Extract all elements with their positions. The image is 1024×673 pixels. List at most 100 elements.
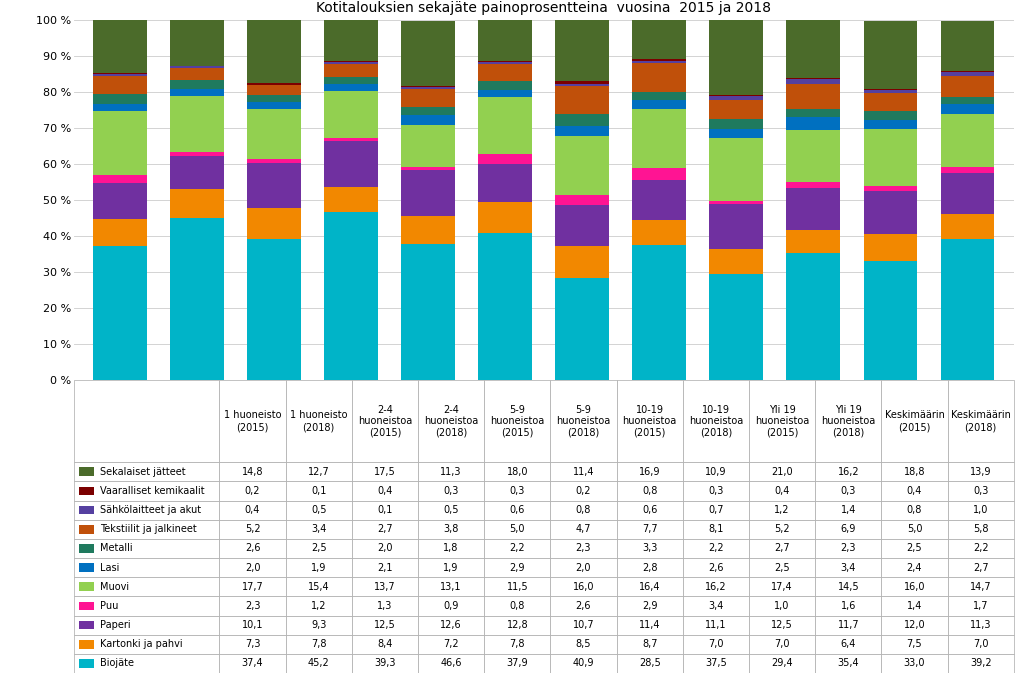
Bar	[863, 90, 918, 93]
Bar	[247, 85, 301, 95]
Text: 28,5: 28,5	[639, 658, 660, 668]
Text: 7,0: 7,0	[774, 639, 790, 649]
Bar	[484, 616, 551, 635]
Text: 5,0: 5,0	[510, 524, 525, 534]
Bar	[170, 66, 224, 68]
Bar	[170, 151, 224, 156]
Bar	[633, 168, 686, 180]
Bar	[286, 577, 352, 596]
Text: 1,7: 1,7	[973, 601, 988, 611]
Text: 5-9
huoneistoa
(2018): 5-9 huoneistoa (2018)	[556, 404, 610, 438]
Text: 12,6: 12,6	[440, 620, 462, 630]
Bar	[863, 89, 918, 90]
Text: Sekalaiset jätteet: Sekalaiset jätteet	[100, 467, 185, 476]
Bar	[247, 164, 301, 209]
Bar	[882, 596, 947, 616]
Text: 37,5: 37,5	[705, 658, 727, 668]
Bar	[286, 481, 352, 501]
Text: 11,4: 11,4	[639, 620, 660, 630]
Text: 0,4: 0,4	[245, 505, 260, 515]
Bar	[219, 462, 286, 481]
Text: 0,9: 0,9	[443, 601, 459, 611]
Bar	[247, 239, 301, 380]
Text: 2,0: 2,0	[245, 563, 260, 573]
Text: 10-19
huoneistoa
(2015): 10-19 huoneistoa (2015)	[623, 404, 677, 438]
Bar	[710, 204, 763, 249]
Text: 7,5: 7,5	[906, 639, 923, 649]
Bar	[219, 481, 286, 501]
Bar	[401, 21, 455, 85]
Text: 6,9: 6,9	[841, 524, 856, 534]
Bar	[478, 203, 532, 233]
Bar	[93, 20, 146, 73]
Text: Lasi: Lasi	[100, 563, 120, 573]
Text: 2,9: 2,9	[510, 563, 525, 573]
Text: 15,4: 15,4	[308, 581, 330, 592]
Bar	[418, 635, 484, 654]
Text: 1,3: 1,3	[377, 601, 392, 611]
Bar	[749, 558, 815, 577]
Text: 0,2: 0,2	[245, 486, 260, 496]
Bar	[633, 92, 686, 100]
Text: 2,4: 2,4	[906, 563, 923, 573]
Bar	[79, 621, 94, 629]
Text: 9,3: 9,3	[311, 620, 327, 630]
Bar	[170, 68, 224, 80]
Text: 0,3: 0,3	[709, 486, 724, 496]
Bar	[247, 102, 301, 110]
Bar	[219, 616, 286, 635]
Bar	[93, 219, 146, 246]
Bar	[882, 462, 947, 481]
Text: 7,8: 7,8	[510, 639, 525, 649]
Bar	[74, 616, 219, 635]
Bar	[616, 501, 683, 520]
Text: 4,7: 4,7	[575, 524, 591, 534]
Text: 12,5: 12,5	[771, 620, 793, 630]
Bar	[352, 539, 418, 558]
Bar	[418, 558, 484, 577]
Text: 5,0: 5,0	[906, 524, 923, 534]
Text: 39,3: 39,3	[374, 658, 395, 668]
Text: 1,2: 1,2	[774, 505, 790, 515]
Bar	[551, 616, 616, 635]
Text: 18,8: 18,8	[904, 467, 926, 476]
Text: Muovi: Muovi	[100, 581, 129, 592]
Bar	[815, 654, 882, 673]
Text: Vaaralliset kemikaalit: Vaaralliset kemikaalit	[100, 486, 205, 496]
Text: 0,8: 0,8	[510, 601, 525, 611]
Bar	[555, 20, 609, 81]
Bar	[79, 563, 94, 572]
Text: 14,8: 14,8	[242, 467, 263, 476]
Bar	[947, 616, 1014, 635]
Bar	[484, 577, 551, 596]
Text: 2,5: 2,5	[311, 543, 327, 553]
Bar	[352, 501, 418, 520]
Bar	[683, 596, 749, 616]
Bar	[286, 462, 352, 481]
Text: 12,0: 12,0	[903, 620, 926, 630]
Bar	[79, 468, 94, 476]
Bar	[863, 129, 918, 186]
Bar	[286, 380, 352, 462]
Text: 2,6: 2,6	[709, 563, 724, 573]
Bar	[484, 635, 551, 654]
Bar	[219, 558, 286, 577]
Bar	[863, 186, 918, 191]
Bar	[941, 71, 994, 72]
Text: 5,2: 5,2	[774, 524, 790, 534]
Text: 1,0: 1,0	[973, 505, 988, 515]
Bar	[401, 216, 455, 244]
Text: 3,8: 3,8	[443, 524, 459, 534]
Text: 0,7: 0,7	[709, 505, 724, 515]
Bar	[815, 558, 882, 577]
Bar	[786, 109, 841, 117]
Bar	[947, 520, 1014, 539]
Text: 1 huoneisto
(2015): 1 huoneisto (2015)	[224, 411, 282, 432]
Text: 11,4: 11,4	[572, 467, 594, 476]
Text: 10,7: 10,7	[572, 620, 594, 630]
Bar	[93, 175, 146, 183]
Bar	[484, 481, 551, 501]
Bar	[941, 21, 994, 71]
Text: 7,0: 7,0	[973, 639, 988, 649]
Bar	[418, 501, 484, 520]
